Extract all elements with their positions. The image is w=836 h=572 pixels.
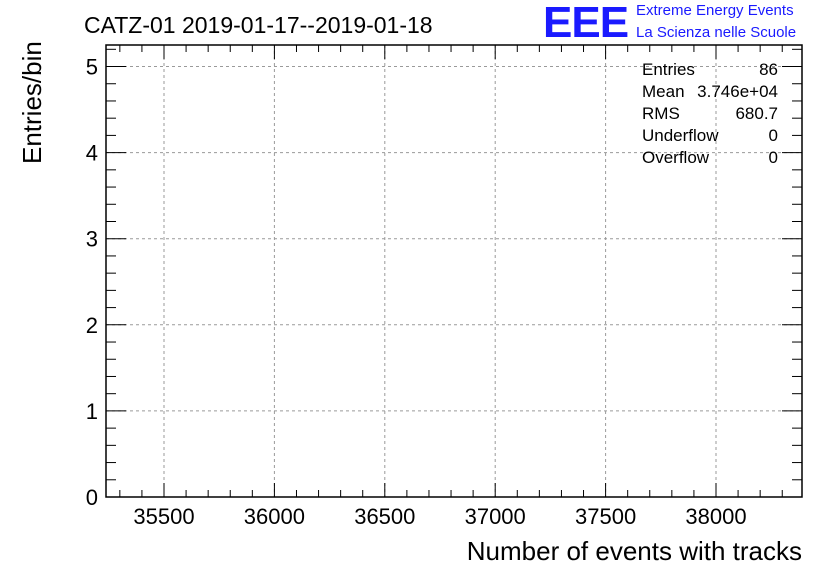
- stats-row-underflow: Underflow 0: [642, 126, 778, 148]
- stats-key: Mean: [642, 82, 685, 101]
- stats-value: 0: [768, 148, 778, 167]
- y-axis-label: Entries/bin: [17, 41, 47, 164]
- stats-row-mean: Mean 3.746e+04: [642, 82, 778, 104]
- eee-logo: EEE: [543, 0, 629, 47]
- stats-key: Underflow: [642, 126, 719, 145]
- stats-key: RMS: [642, 104, 680, 123]
- x-tick-label: 37500: [575, 504, 636, 529]
- y-tick-label: 3: [86, 227, 98, 252]
- axis-ticks: [106, 45, 802, 498]
- stats-value: 3.746e+04: [697, 82, 778, 101]
- grid-lines: [106, 45, 802, 497]
- x-tick-label: 37000: [465, 504, 526, 529]
- chart-title: CATZ-01 2019-01-17--2019-01-18: [84, 12, 433, 38]
- axis-tick-labels: 35500 36000 36500 37000 37500 38000 0 1 2 3 4 5: [86, 55, 747, 529]
- x-tick-label: 38000: [685, 504, 746, 529]
- stats-value: 680.7: [735, 104, 778, 123]
- logo-line-1: Extreme Energy Events: [636, 2, 794, 19]
- y-tick-label: 4: [86, 141, 98, 166]
- x-axis-label: Number of events with tracks: [466, 536, 802, 566]
- stats-row-overflow: Overflow 0: [642, 148, 778, 170]
- stats-value: 0: [768, 126, 778, 145]
- stats-value: 86: [759, 60, 778, 79]
- y-tick-label: 2: [86, 313, 98, 338]
- stats-row-rms: RMS 680.7: [642, 104, 778, 126]
- stats-key: Overflow: [642, 148, 710, 167]
- x-tick-label: 36000: [244, 504, 305, 529]
- stats-key: Entries: [642, 60, 695, 79]
- stats-row-entries: Entries 86: [642, 60, 778, 82]
- y-tick-label: 1: [86, 399, 98, 424]
- x-tick-label: 36500: [354, 504, 415, 529]
- plot-frame: [105, 44, 803, 498]
- y-tick-label: 0: [86, 485, 98, 510]
- stats-box: Entries 86 Mean 3.746e+04 RMS 680.7 Unde…: [642, 60, 778, 170]
- x-tick-label: 35500: [133, 504, 194, 529]
- y-tick-label: 5: [86, 55, 98, 80]
- logo-line-2: La Scienza nelle Scuole: [636, 24, 797, 41]
